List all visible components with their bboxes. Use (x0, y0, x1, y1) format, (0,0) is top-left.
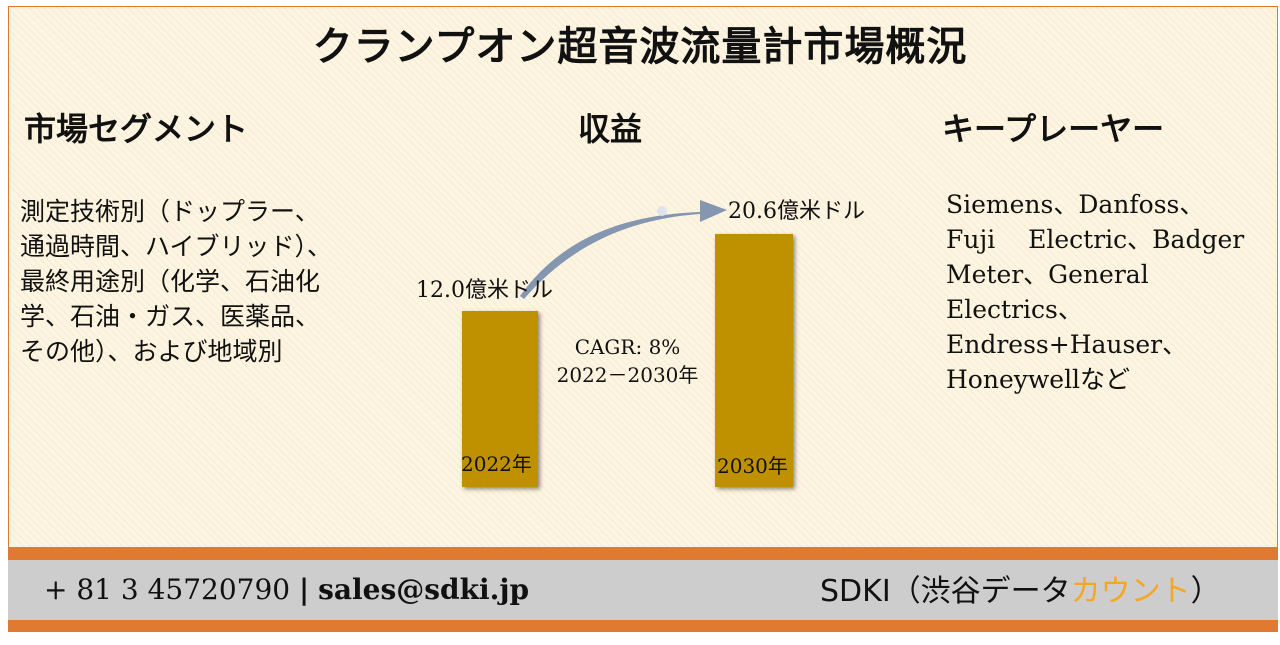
bar-2022-year: 2022年 (461, 452, 532, 476)
contact-separator: | (299, 573, 310, 606)
players-heading: キープレーヤー (942, 110, 1165, 148)
player-line: Siemens、Danfoss、 (946, 190, 1205, 219)
bar-2022 (462, 311, 538, 487)
page-title: クランプオン超音波流量計市場概況 (312, 23, 968, 70)
segment-line: 通過時間、ハイブリッド）、 (20, 232, 333, 261)
bar-2030-value-label: 20.6億米ドル (728, 199, 865, 224)
phone-number[interactable]: + 81 3 45720790 (44, 573, 291, 606)
player-line: Endress+Hauser、 (946, 330, 1188, 359)
footer-top-stripe (8, 548, 1278, 560)
revenue-heading: 収益 (578, 110, 643, 148)
players-list: Siemens、Danfoss、 Fuji Electric、Badger Me… (946, 187, 1256, 397)
bar-2030 (715, 234, 793, 487)
segment-line: 測定技術別（ドップラー、 (20, 197, 320, 226)
brand-accent: カウント (1070, 574, 1191, 609)
footer-bar (8, 560, 1278, 620)
bar-2030-year: 2030年 (717, 454, 788, 478)
contact-info: + 81 3 45720790 | sales@sdki.jp (44, 573, 529, 606)
overview-panel (8, 6, 1278, 548)
cagr-rate: CAGR: 8% (574, 335, 681, 359)
bar-2022-value-label: 12.0億米ドル (416, 278, 553, 303)
brand-end: ） (1190, 574, 1221, 609)
brand-name: SDKI（渋谷データカウント） (820, 566, 1221, 610)
cagr-text: CAGR: 8% 2022－2030年 (540, 333, 715, 389)
player-line: Honeywellなど (946, 365, 1131, 394)
segment-line: 学、石油・ガス、医薬品、 (20, 302, 321, 331)
cagr-period: 2022－2030年 (556, 363, 699, 387)
brand-main: SDKI（渋谷データ (820, 574, 1071, 609)
player-line: Fuji Electric、Badger (946, 225, 1245, 254)
segments-heading: 市場セグメント (24, 110, 249, 148)
segment-line: その他）、および地域別 (20, 337, 283, 366)
player-line: Meter、General (946, 260, 1149, 289)
player-line: Electrics、 (946, 295, 1083, 324)
footer-bottom-stripe (8, 620, 1278, 632)
email-link[interactable]: sales@sdki.jp (318, 573, 530, 606)
segment-line: 最終用途別（化学、石油化 (20, 267, 321, 296)
segments-list: 測定技術別（ドップラー、 通過時間、ハイブリッド）、 最終用途別（化学、石油化 … (20, 194, 360, 369)
